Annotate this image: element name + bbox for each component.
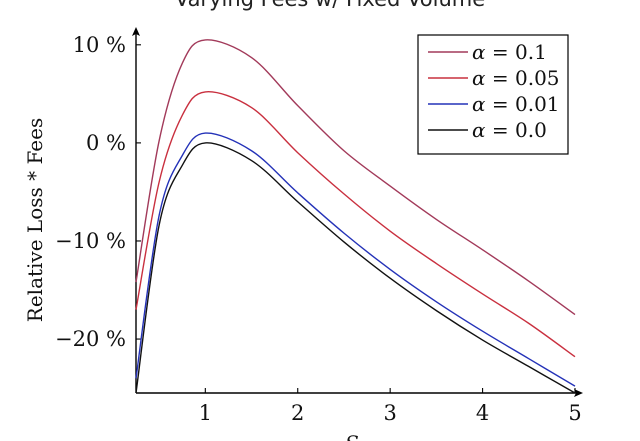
x-tick-label: 2 <box>291 401 304 425</box>
x-tick-label: 4 <box>476 401 489 425</box>
tick-marks <box>136 44 576 393</box>
y-axis-label: Relative Loss * Fees <box>23 118 47 322</box>
series-lines <box>135 39 576 394</box>
chart-title: Varying Fees w/ Fixed Volume <box>175 0 485 11</box>
legend-box <box>417 34 569 155</box>
legend-label-3: α = 0.0 <box>472 118 547 142</box>
tick-labels: 1 2 3 4 5 10 % 0 % −10 % −20 % <box>55 33 582 425</box>
series-line-1 <box>135 91 576 358</box>
y-axis-arrow <box>132 27 140 36</box>
series-line-2 <box>135 132 576 387</box>
x-tick-label: 5 <box>568 401 581 425</box>
legend-label-1: α = 0.05 <box>472 66 560 90</box>
legend: α = 0.1α = 0.05α = 0.01α = 0.0 <box>417 34 569 155</box>
axes <box>132 27 583 397</box>
x-tick-label: 3 <box>383 401 396 425</box>
x-axis-label: S <box>345 431 359 441</box>
series-line-3 <box>135 142 576 394</box>
series-line-0 <box>135 39 576 316</box>
legend-label-0: α = 0.1 <box>472 40 547 64</box>
x-axis-arrow <box>574 389 583 397</box>
y-tick-label: 10 % <box>73 33 126 57</box>
y-tick-label: −20 % <box>55 327 126 351</box>
legend-label-2: α = 0.01 <box>472 92 560 116</box>
x-tick-label: 1 <box>199 401 212 425</box>
y-tick-label: 0 % <box>86 131 126 155</box>
y-tick-label: −10 % <box>55 229 126 253</box>
